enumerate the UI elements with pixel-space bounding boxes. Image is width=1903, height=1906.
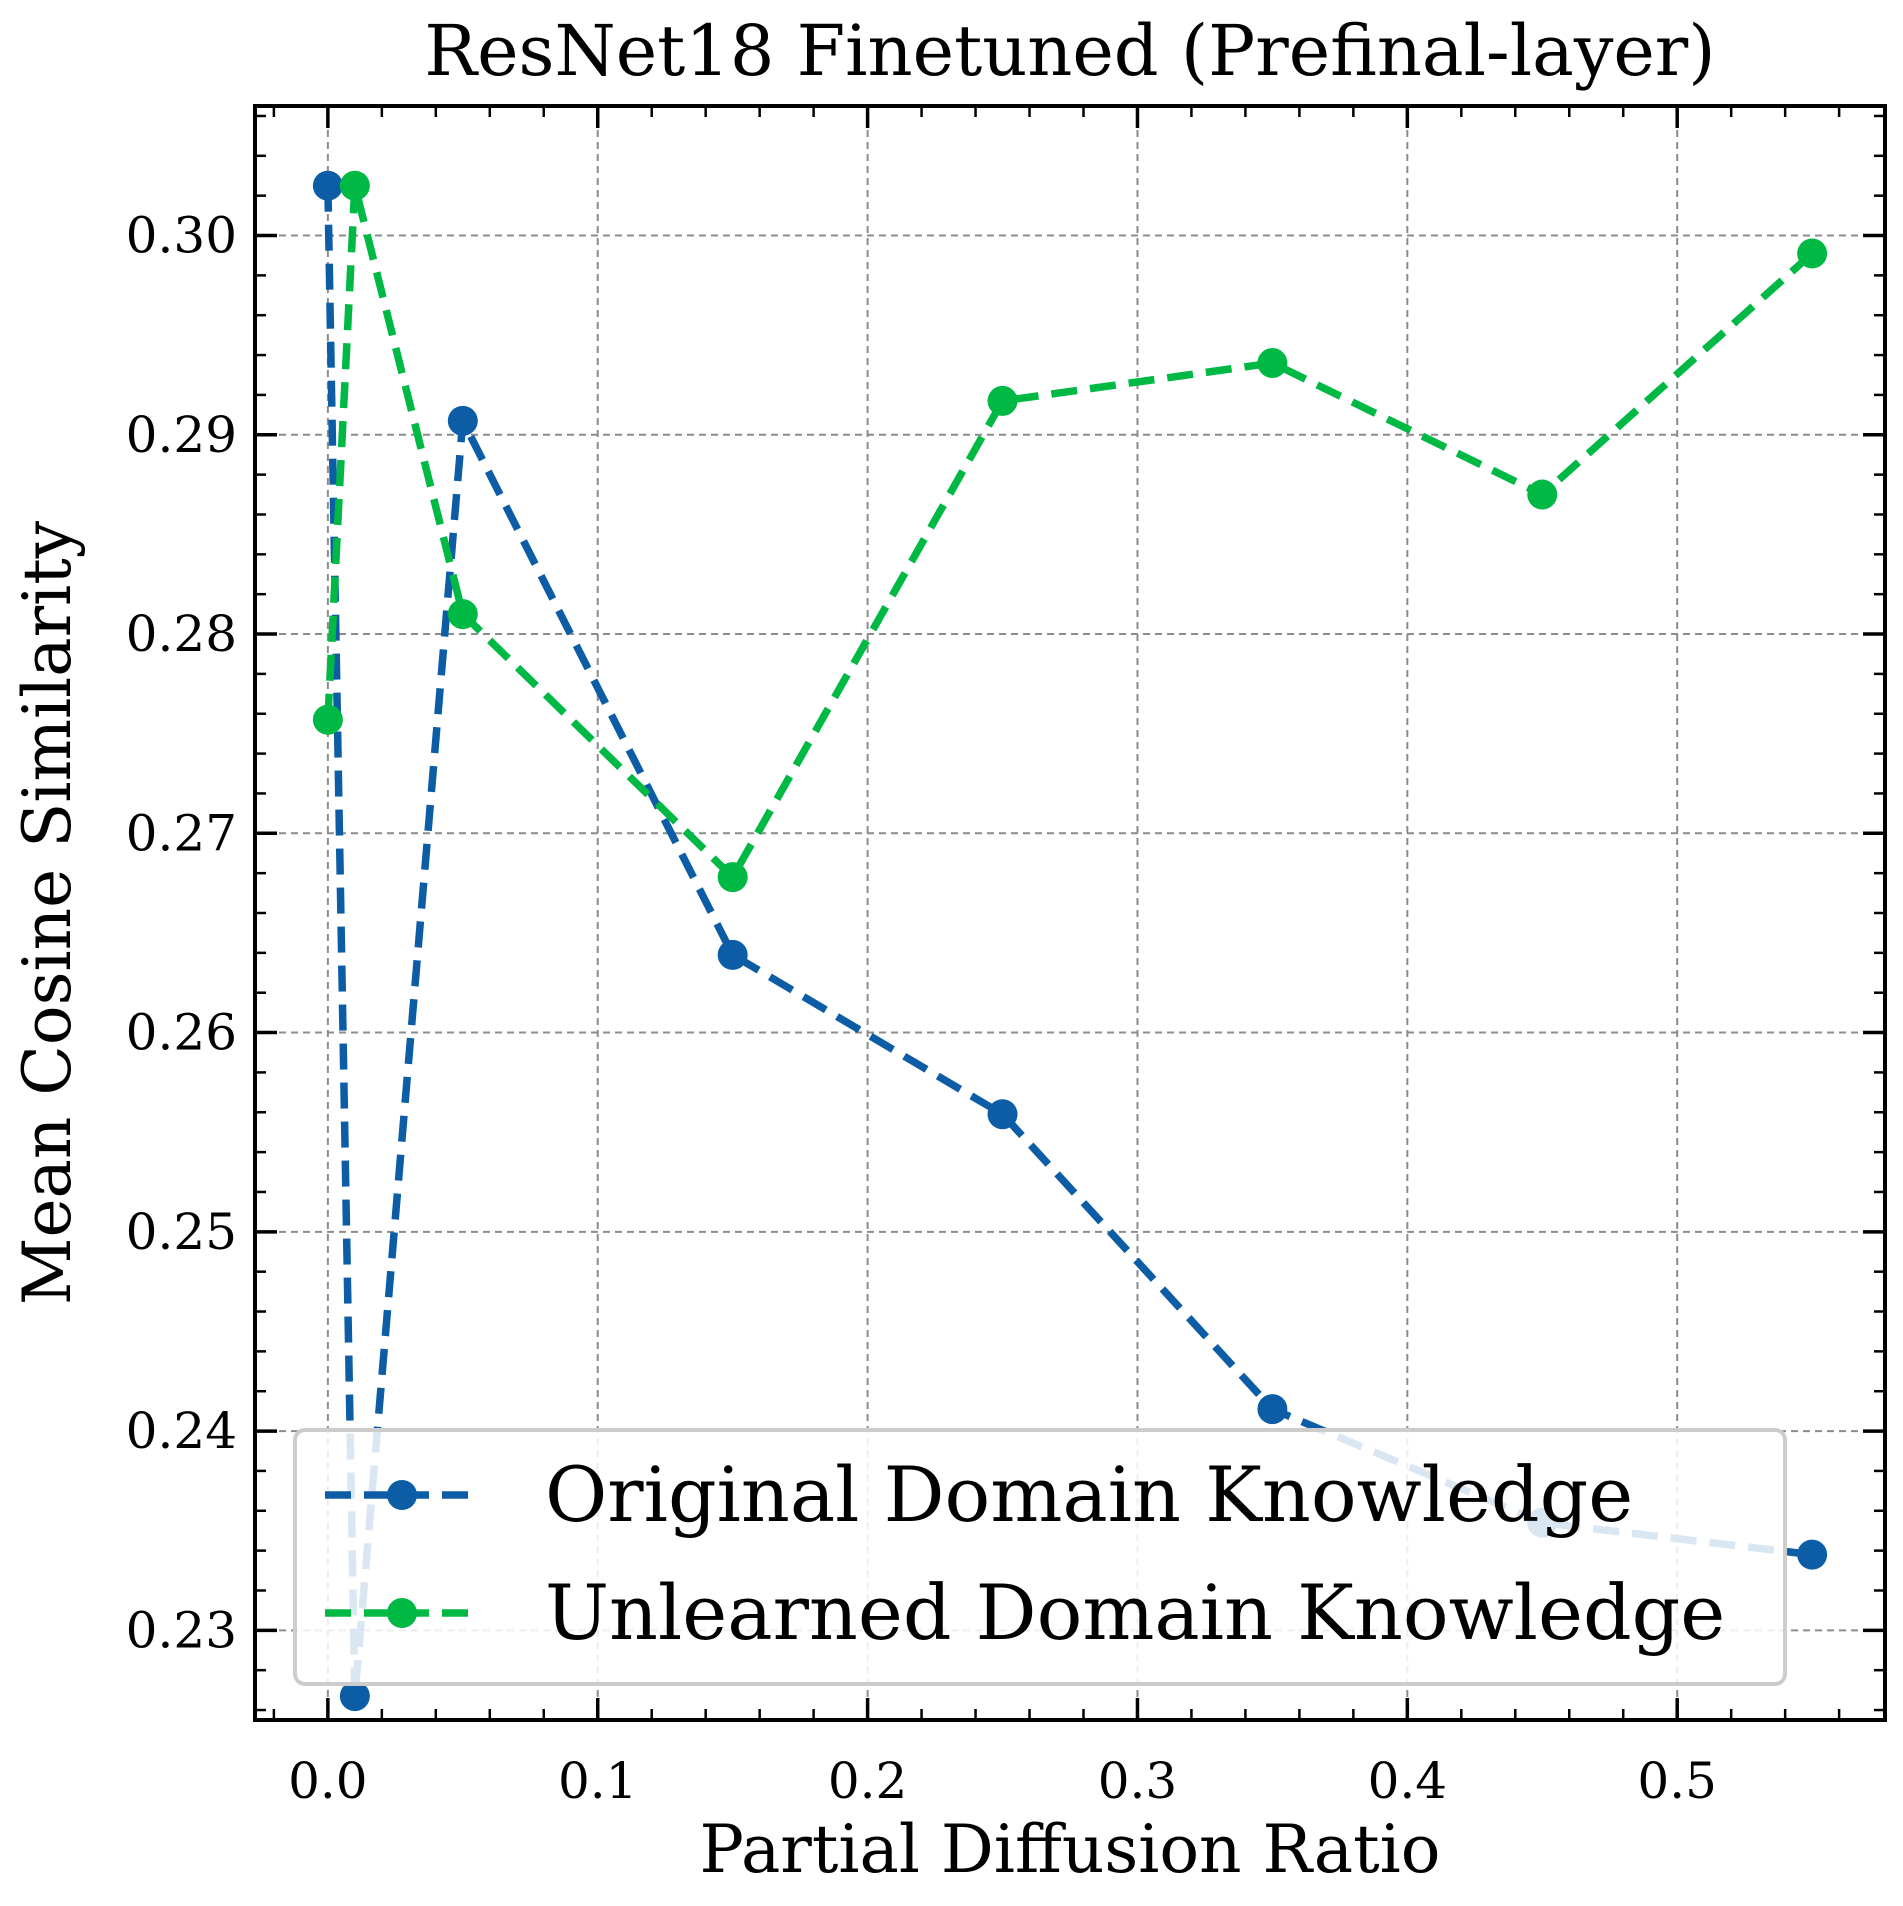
x-axis-title: Partial Diffusion Ratio [700, 1811, 1441, 1888]
data-point [1797, 1539, 1828, 1570]
data-point [312, 170, 343, 201]
x-tick-label: 0.2 [828, 1752, 908, 1810]
y-tick-label: 0.26 [126, 1004, 237, 1062]
legend-box [293, 1428, 1787, 1686]
data-point [312, 704, 343, 735]
data-point [1797, 238, 1828, 269]
data-point [717, 939, 748, 970]
tick-labels: 0.0 0.1 0.2 0.3 0.4 0.5 0.23 0.24 0.25 0.26 0.27 0.… [126, 207, 1717, 1810]
data-point [339, 170, 370, 201]
series-line [324, 181, 1815, 881]
y-axis-title: Mean Cosine Similarity [9, 520, 86, 1305]
x-tick-label: 0.0 [288, 1752, 368, 1810]
y-tick-label: 0.30 [126, 207, 237, 265]
series-2 [312, 170, 1828, 893]
data-point [1257, 348, 1288, 379]
data-point [1257, 1394, 1288, 1425]
data-point [987, 1099, 1018, 1130]
data-point [987, 385, 1018, 416]
data-point [339, 1681, 370, 1712]
y-tick-label: 0.27 [126, 804, 237, 862]
y-tick-label: 0.29 [126, 406, 237, 464]
data-point [447, 599, 478, 630]
legend: Original Domain Knowledge Unlearned Domai… [293, 1428, 1787, 1686]
data-point [1527, 479, 1558, 510]
data-point [447, 405, 478, 436]
y-tick-label: 0.23 [126, 1601, 237, 1659]
legend-label: Original Domain Knowledge [545, 1450, 1633, 1539]
chart-title: ResNet18 Finetuned (Prefinal-layer) [424, 10, 1715, 92]
x-tick-label: 0.1 [558, 1752, 638, 1810]
x-tick-label: 0.5 [1637, 1752, 1717, 1810]
y-tick-label: 0.25 [126, 1203, 237, 1261]
legend-label: Unlearned Domain Knowledge [545, 1568, 1725, 1657]
legend-marker [387, 1480, 417, 1510]
y-tick-label: 0.28 [126, 605, 237, 663]
x-tick-label: 0.3 [1098, 1752, 1178, 1810]
legend-marker [387, 1598, 417, 1628]
y-tick-label: 0.24 [126, 1402, 237, 1460]
x-tick-label: 0.4 [1368, 1752, 1448, 1810]
data-point [717, 862, 748, 893]
axis-ticks [255, 106, 1885, 1720]
